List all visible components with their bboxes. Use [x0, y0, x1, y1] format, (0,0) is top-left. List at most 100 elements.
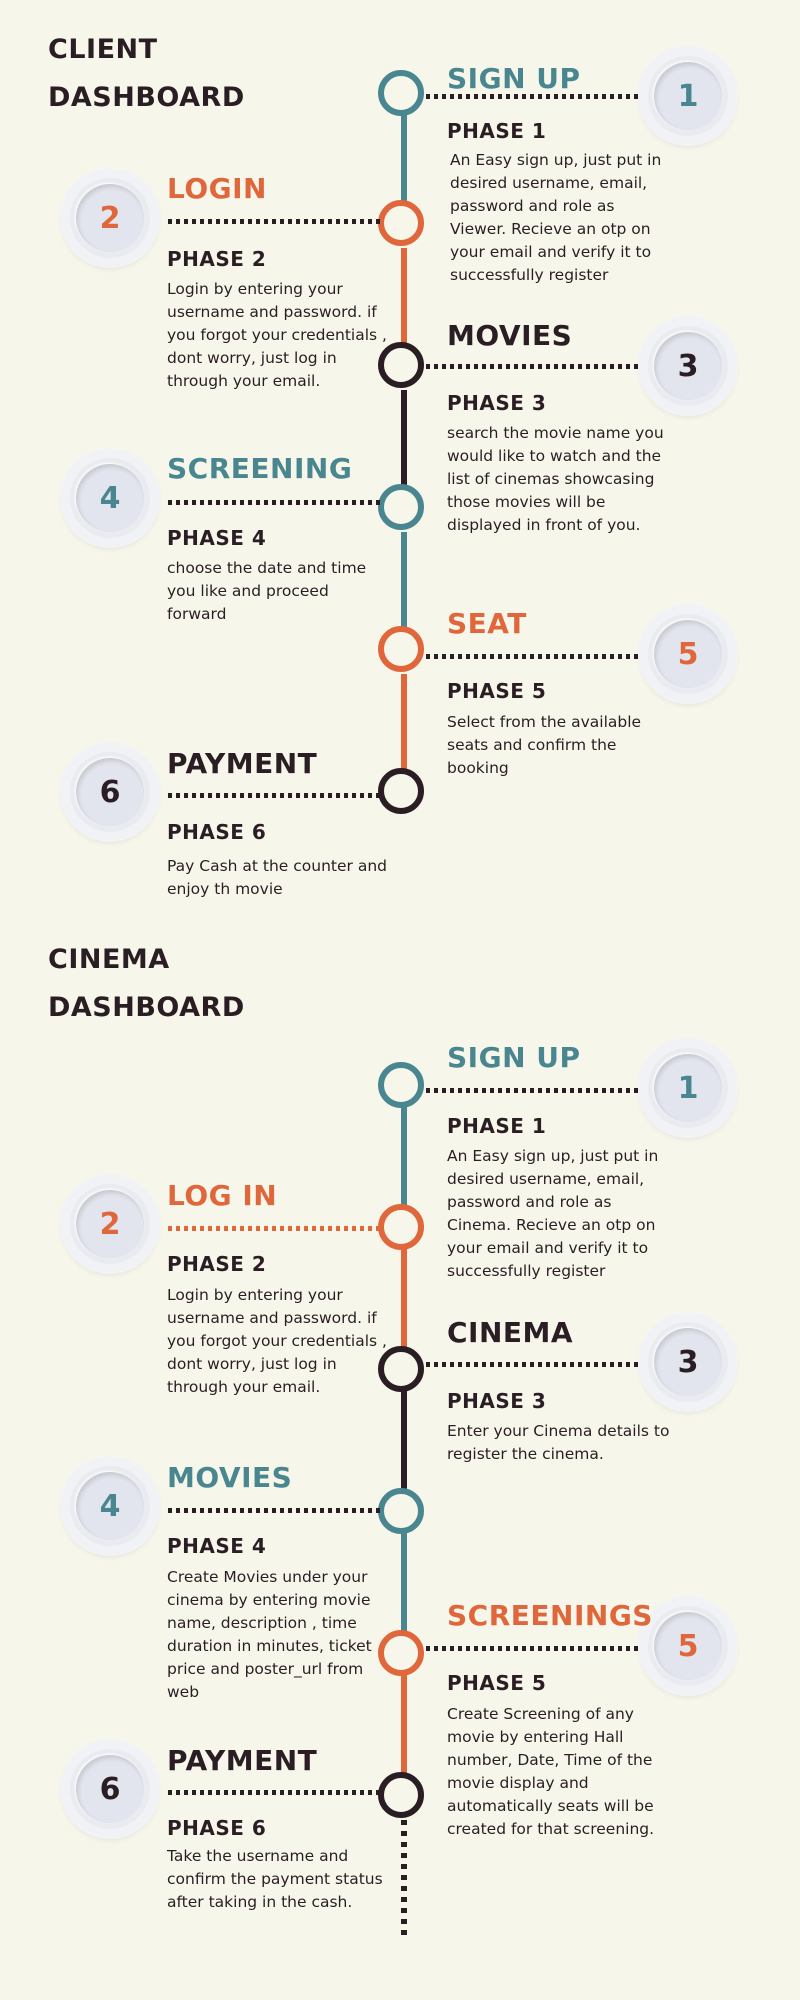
timeline-segment: [401, 532, 407, 636]
step-description: search the movie name you would like to …: [447, 424, 664, 534]
timeline-node: [378, 484, 424, 530]
timeline-segment: [401, 106, 407, 210]
title-line: CINEMA: [48, 944, 170, 975]
step-heading: LOG IN: [167, 1179, 278, 1212]
step-description: Take the username and confirm the paymen…: [167, 1847, 383, 1911]
step-heading: LOGIN: [167, 172, 267, 205]
step-number: 1: [654, 1054, 722, 1122]
step-description: An Easy sign up, just put in desired use…: [450, 151, 662, 284]
phase-label: PHASE 4: [167, 526, 267, 550]
step-heading: CINEMA: [447, 1316, 574, 1349]
step-number: 2: [76, 184, 144, 252]
timeline-segment: [401, 1674, 407, 1778]
timeline-segment: [401, 390, 407, 494]
step-heading: SCREENINGS: [447, 1599, 653, 1632]
step-heading: MOVIES: [447, 319, 573, 352]
step-heading: SCREENING: [167, 452, 353, 485]
timeline-segment: [401, 674, 407, 778]
connector-dots: [426, 654, 638, 659]
phase-label: PHASE 5: [447, 1671, 547, 1695]
step-description: choose the date and time you like and pr…: [167, 559, 367, 623]
step-description: Login by entering your username and pass…: [167, 1286, 387, 1396]
connector-dots: [168, 793, 382, 798]
timeline-segment: [401, 1390, 407, 1494]
phase-label: PHASE 1: [447, 1114, 547, 1138]
timeline-node: [378, 1346, 424, 1392]
step-heading: MOVIES: [167, 1461, 293, 1494]
connector-dots: [426, 1362, 638, 1367]
phase-label: PHASE 1: [447, 119, 547, 143]
cinema-dashboard-title: CINEMA DASHBOARD: [48, 936, 308, 1032]
step-number: 5: [654, 620, 722, 688]
step-heading: SIGN UP: [447, 1041, 581, 1074]
timeline-node: [378, 200, 424, 246]
step-number-badge: 6: [62, 744, 158, 840]
step-number: 4: [76, 464, 144, 532]
timeline-node: [378, 626, 424, 672]
step-number: 5: [654, 1612, 722, 1680]
phase-label: PHASE 2: [167, 247, 267, 271]
step-number: 3: [654, 1328, 722, 1396]
step-number-badge: 5: [640, 1598, 736, 1694]
timeline-node: [378, 1062, 424, 1108]
timeline-node: [378, 1204, 424, 1250]
step-number-badge: 4: [62, 450, 158, 546]
step-heading: PAYMENT: [167, 1744, 318, 1777]
step-heading: SEAT: [447, 607, 527, 640]
step-description: Pay Cash at the counter and enjoy th mov…: [167, 857, 387, 898]
step-number-badge: 4: [62, 1458, 158, 1554]
connector-dots: [426, 1088, 638, 1093]
step-number-badge: 5: [640, 606, 736, 702]
title-line: CLIENT: [48, 34, 158, 65]
connector-dots: [168, 1508, 382, 1513]
step-number: 6: [76, 1755, 144, 1823]
connector-dots: [168, 1226, 382, 1231]
phase-label: PHASE 6: [167, 1816, 267, 1840]
step-number: 1: [654, 62, 722, 130]
step-number-badge: 3: [640, 1314, 736, 1410]
step-number-badge: 1: [640, 1040, 736, 1136]
title-line: DASHBOARD: [48, 82, 245, 113]
step-number: 3: [654, 332, 722, 400]
phase-label: PHASE 5: [447, 679, 547, 703]
phase-label: PHASE 6: [167, 820, 267, 844]
connector-dots: [168, 1790, 382, 1795]
step-number-badge: 6: [62, 1741, 158, 1837]
connector-dots: [426, 94, 638, 99]
timeline-node: [378, 1772, 424, 1818]
connector-dots: [426, 364, 638, 369]
timeline-node: [378, 342, 424, 388]
timeline-segment: [401, 1100, 407, 1210]
step-description: Create Screening of any movie by enterin…: [447, 1705, 655, 1838]
step-number-badge: 2: [62, 1176, 158, 1272]
step-number-badge: 1: [640, 48, 736, 144]
step-number-badge: 3: [640, 318, 736, 414]
phase-label: PHASE 2: [167, 1252, 267, 1276]
connector-dots: [168, 219, 382, 224]
step-number-badge: 2: [62, 170, 158, 266]
timeline-segment: [401, 1532, 407, 1636]
step-description: Login by entering your username and pass…: [167, 280, 387, 390]
step-heading: PAYMENT: [167, 747, 318, 780]
step-heading: SIGN UP: [447, 62, 581, 95]
phase-label: PHASE 3: [447, 391, 547, 415]
timeline-node: [378, 1630, 424, 1676]
step-description: Enter your Cinema details to register th…: [447, 1422, 670, 1463]
step-description: Select from the available seats and conf…: [447, 713, 642, 777]
timeline-node: [378, 1488, 424, 1534]
title-line: DASHBOARD: [48, 992, 245, 1023]
client-dashboard-title: CLIENT DASHBOARD: [48, 26, 308, 122]
timeline-node: [378, 70, 424, 116]
timeline-end-dots: [401, 1820, 407, 1936]
phase-label: PHASE 3: [447, 1389, 547, 1413]
connector-dots: [426, 1646, 638, 1651]
timeline-segment: [401, 1248, 407, 1352]
timeline-node: [378, 768, 424, 814]
step-number: 4: [76, 1472, 144, 1540]
step-number: 2: [76, 1190, 144, 1258]
step-description: Create Movies under your cinema by enter…: [167, 1568, 372, 1701]
connector-dots: [168, 500, 382, 505]
step-number: 6: [76, 758, 144, 826]
timeline-segment: [401, 248, 407, 352]
step-description: An Easy sign up, just put in desired use…: [447, 1147, 659, 1280]
